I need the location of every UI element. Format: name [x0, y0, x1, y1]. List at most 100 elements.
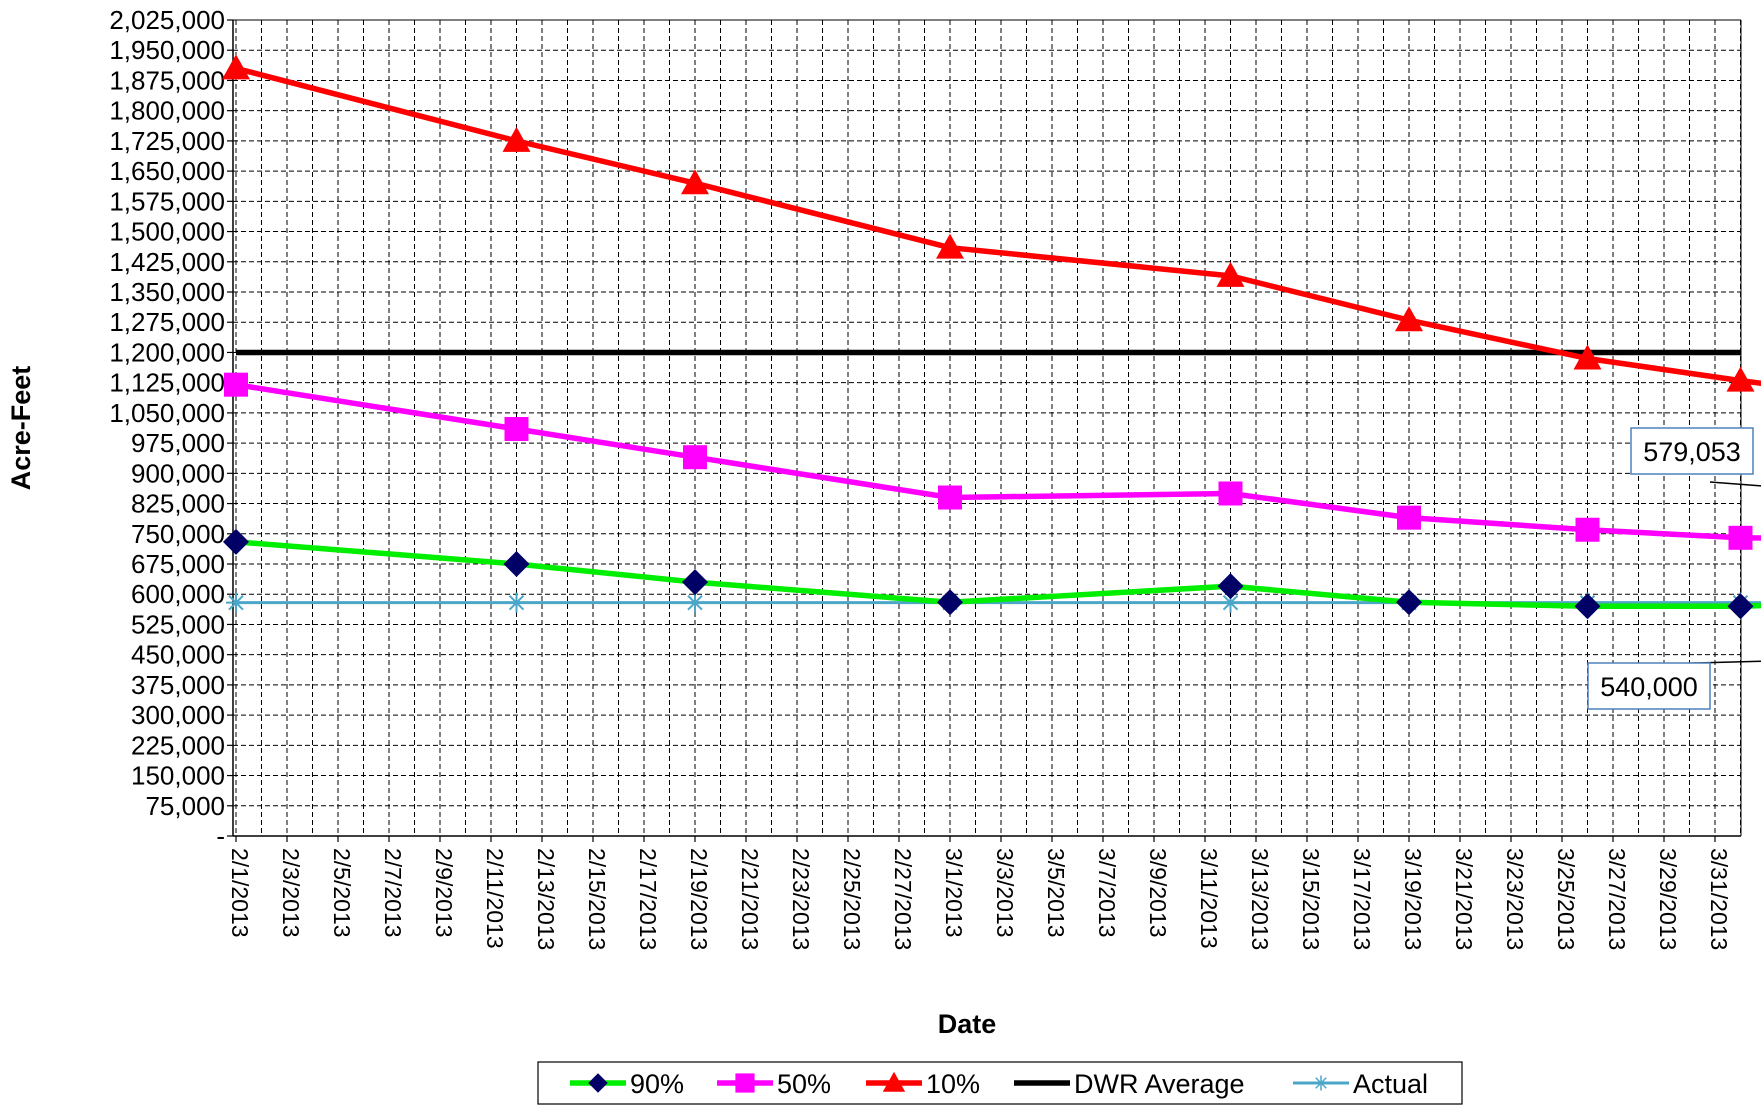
legend-label: 10%	[926, 1069, 980, 1099]
data-point-50	[1728, 525, 1753, 550]
y-tick-label: 750,000	[131, 519, 225, 549]
data-point-90	[223, 528, 249, 555]
legend-marker-50	[735, 1073, 755, 1093]
x-tick-label: 2/17/2013	[635, 848, 661, 950]
y-tick-label: 1,950,000	[109, 35, 225, 65]
legend-item-dwr-average: DWR Average	[1014, 1069, 1245, 1099]
data-point-50	[1397, 505, 1421, 530]
x-tick-label: 3/31/2013	[1706, 848, 1732, 950]
x-tick-label: 3/1/2013	[941, 848, 967, 938]
data-point-50	[1218, 481, 1243, 506]
data-point-actual	[685, 592, 705, 613]
data-point-90	[503, 551, 530, 577]
y-tick-label: -	[216, 821, 225, 851]
y-tick-label: 300,000	[131, 700, 225, 730]
y-tick-label: 150,000	[131, 761, 225, 791]
data-point-10	[936, 233, 964, 259]
legend-label: DWR Average	[1074, 1069, 1245, 1099]
y-tick-label: 1,725,000	[109, 126, 225, 156]
y-tick-label: 1,875,000	[109, 65, 225, 95]
y-tick-label: 1,425,000	[109, 247, 225, 277]
x-tick-label: 2/13/2013	[533, 848, 559, 950]
x-tick-label: 3/9/2013	[1145, 848, 1171, 938]
y-tick-label: 1,650,000	[109, 156, 225, 186]
legend-swatch-marker	[1313, 1075, 1329, 1091]
data-point-50	[224, 372, 248, 397]
x-tick-label: 2/21/2013	[737, 848, 763, 950]
data-point-10	[1395, 306, 1423, 332]
data-point-10	[1726, 366, 1755, 392]
callout-1: 579,053	[1630, 427, 1761, 487]
y-tick-label: 1,200,000	[109, 337, 225, 367]
y-tick-label: 75,000	[145, 791, 225, 821]
legend-label: 90%	[630, 1069, 684, 1099]
callout-box	[1587, 662, 1711, 710]
series-10	[222, 54, 1761, 392]
data-point-10	[222, 54, 250, 80]
legend-marker-90	[588, 1073, 608, 1093]
x-tick-label: 3/19/2013	[1400, 848, 1426, 950]
x-tick-label: 2/19/2013	[686, 848, 712, 950]
legend-marker-10	[882, 1071, 906, 1092]
y-tick-label: 900,000	[131, 458, 225, 488]
y-tick-label: 975,000	[131, 428, 225, 458]
x-tick-label: 4/2/2013	[1757, 848, 1761, 938]
annotations: 579,053 540,000	[1587, 427, 1761, 710]
data-point-actual	[226, 592, 246, 613]
y-tick-label: 825,000	[131, 489, 225, 519]
legend-item-actual: Actual	[1293, 1069, 1428, 1099]
y-tick-label: 450,000	[131, 640, 225, 670]
series-line-50	[235, 381, 1761, 541]
y-tick-label: 525,000	[131, 609, 225, 639]
x-tick-label: 2/5/2013	[329, 848, 355, 938]
x-tick-label: 3/11/2013	[1196, 848, 1222, 949]
data-point-90	[682, 569, 708, 596]
series-line-90	[235, 539, 1761, 610]
x-tick-label: 3/27/2013	[1604, 848, 1630, 950]
legend-item-10: 10%	[866, 1069, 980, 1099]
x-tick-label: 2/25/2013	[839, 848, 865, 950]
callout-2: 540,000	[1587, 660, 1761, 710]
x-axis-tick-labels: 2/1/2013 2/3/2013 2/5/2013 2/7/2013 2/9/2013…	[227, 836, 1761, 950]
x-tick-label: 2/1/2013	[227, 848, 253, 938]
y-tick-label: 1,575,000	[109, 186, 225, 216]
data-point-90	[1217, 573, 1244, 600]
x-tick-label: 2/9/2013	[431, 848, 457, 938]
series-50	[224, 372, 1761, 550]
data-point-10	[1573, 344, 1602, 370]
y-tick-label: 600,000	[131, 579, 225, 609]
callout-label: 540,000	[1600, 672, 1698, 702]
x-tick-label: 3/17/2013	[1349, 848, 1375, 950]
legend-marker-actual	[1313, 1075, 1329, 1091]
x-tick-label: 2/3/2013	[278, 848, 304, 938]
data-point-90	[1574, 593, 1601, 620]
x-tick-label: 2/23/2013	[788, 848, 814, 950]
x-tick-label: 2/11/2013	[482, 848, 508, 949]
legend-swatch-marker	[882, 1071, 906, 1092]
data-point-10	[502, 126, 531, 152]
series-line-10	[235, 65, 1761, 387]
x-tick-label: 3/15/2013	[1298, 848, 1324, 950]
callout-label: 579,053	[1643, 437, 1741, 467]
series-90	[223, 528, 1761, 620]
legend-item-90: 90%	[570, 1069, 684, 1099]
y-tick-label: 1,350,000	[109, 277, 225, 307]
y-tick-label: 1,800,000	[109, 96, 225, 126]
legend-label: Actual	[1353, 1069, 1428, 1099]
legend-label: 50%	[777, 1069, 831, 1099]
x-tick-label: 2/15/2013	[584, 848, 610, 950]
x-tick-label: 3/23/2013	[1502, 848, 1528, 950]
data-point-10	[1216, 261, 1245, 287]
data-point-90	[937, 589, 963, 616]
x-tick-label: 3/21/2013	[1451, 848, 1477, 950]
data-point-actual	[506, 592, 527, 613]
x-tick-label: 3/29/2013	[1655, 848, 1681, 950]
y-tick-label: 2,025,000	[109, 5, 225, 35]
x-tick-label: 2/27/2013	[890, 848, 916, 950]
data-point-50	[683, 445, 707, 470]
x-tick-label: 3/5/2013	[1043, 848, 1069, 938]
x-tick-label: 3/25/2013	[1553, 848, 1579, 950]
data-point-50	[504, 417, 529, 442]
